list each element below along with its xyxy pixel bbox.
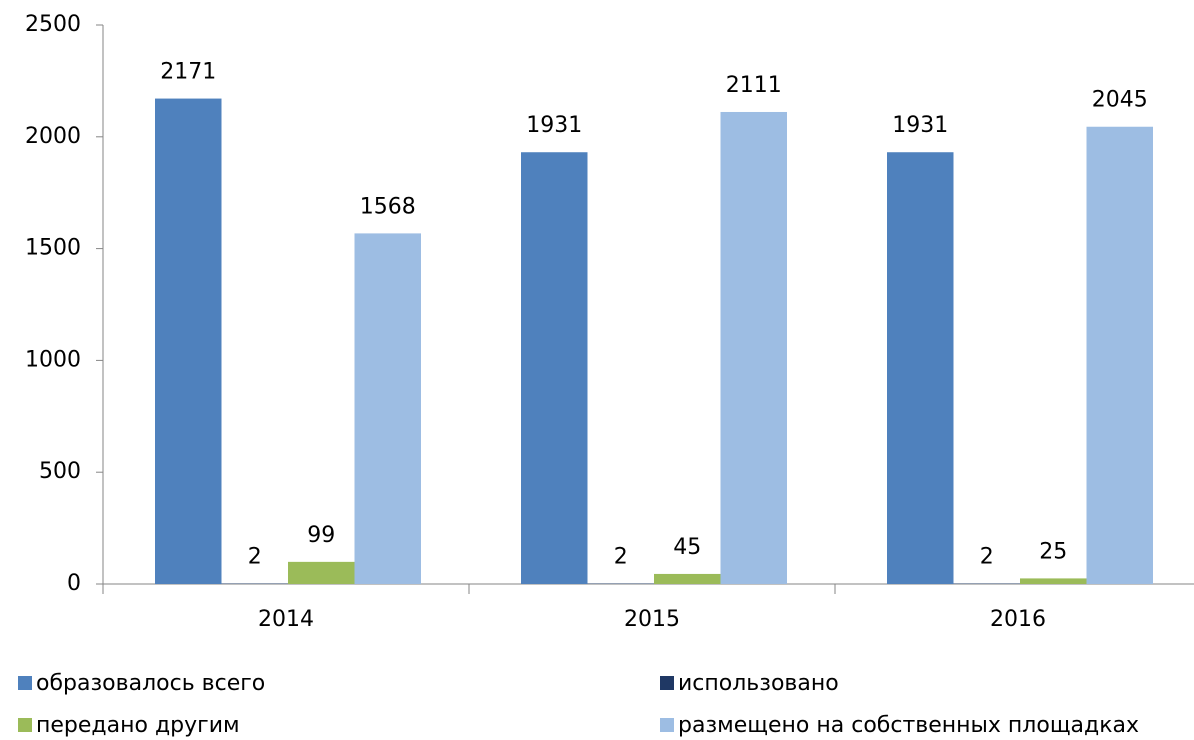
y-tick-label: 0 — [67, 571, 81, 596]
legend-label: образовалось всего — [36, 671, 265, 696]
legend-label: использовано — [678, 671, 839, 696]
x-tick-label: 2015 — [624, 607, 680, 632]
data-label: 1931 — [526, 113, 582, 138]
bar — [1086, 126, 1153, 584]
data-label: 2111 — [726, 73, 782, 98]
data-label: 2045 — [1092, 88, 1148, 113]
data-label: 2171 — [160, 60, 216, 85]
bar — [155, 98, 222, 585]
legend-label: размещено на собственных площадках — [678, 713, 1139, 738]
bar — [288, 561, 355, 584]
bar — [521, 152, 588, 584]
legend-swatch — [18, 718, 32, 732]
data-label: 2 — [614, 545, 628, 570]
legend-label: передано другим — [36, 713, 240, 738]
x-tick-label: 2016 — [990, 607, 1046, 632]
data-label: 99 — [307, 523, 335, 548]
y-tick-label: 2500 — [25, 12, 81, 37]
bar — [887, 152, 954, 584]
bar — [720, 111, 787, 584]
legend-swatch — [18, 676, 32, 690]
data-label: 1568 — [360, 194, 416, 219]
y-tick-label: 2000 — [25, 124, 81, 149]
y-tick-label: 500 — [39, 459, 81, 484]
data-label: 1931 — [892, 113, 948, 138]
bar — [354, 233, 421, 584]
data-label: 2 — [248, 545, 262, 570]
x-tick-label: 2014 — [258, 607, 314, 632]
data-label: 25 — [1039, 539, 1067, 564]
bar — [654, 573, 721, 584]
y-tick-label: 1500 — [25, 236, 81, 261]
legend-swatch — [660, 676, 674, 690]
bar — [1020, 578, 1087, 584]
y-tick-label: 1000 — [25, 347, 81, 372]
data-label: 2 — [980, 545, 994, 570]
data-label: 45 — [673, 535, 701, 560]
legend-swatch — [660, 718, 674, 732]
